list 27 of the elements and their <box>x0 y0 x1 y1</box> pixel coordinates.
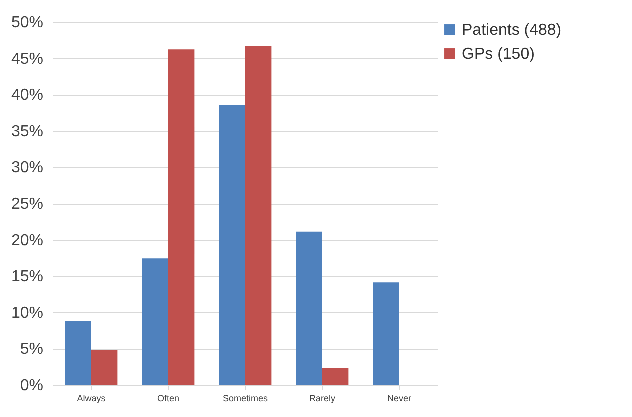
bar <box>373 282 400 385</box>
y-tick-label: 5% <box>20 341 44 358</box>
legend-label: Patients (488) <box>462 22 562 39</box>
bar <box>142 258 168 385</box>
y-tick-label: 15% <box>11 268 44 286</box>
bar <box>322 368 349 385</box>
y-tick-label: 45% <box>11 50 44 68</box>
bar <box>219 105 246 385</box>
bar <box>168 50 195 385</box>
bar <box>296 232 322 385</box>
y-tick-label: 25% <box>11 196 44 213</box>
x-tick-label: Sometimes <box>222 394 269 404</box>
bar <box>246 46 272 385</box>
x-tick-label: Always <box>77 394 106 404</box>
y-tick-label: 10% <box>11 304 44 322</box>
y-tick-label: 50% <box>11 14 44 32</box>
y-tick-label: 20% <box>11 232 44 250</box>
y-tick-label: 30% <box>11 160 44 177</box>
bar <box>65 321 92 385</box>
x-tick-label: Never <box>387 394 412 404</box>
y-tick-label: 35% <box>11 123 44 140</box>
legend-label: GPs (150) <box>462 46 535 63</box>
y-tick-label: 40% <box>11 87 44 104</box>
y-tick-label: 0% <box>20 378 44 394</box>
bar <box>92 350 118 385</box>
x-tick-label: Often <box>157 394 180 404</box>
x-tick-label: Rarely <box>309 394 336 404</box>
